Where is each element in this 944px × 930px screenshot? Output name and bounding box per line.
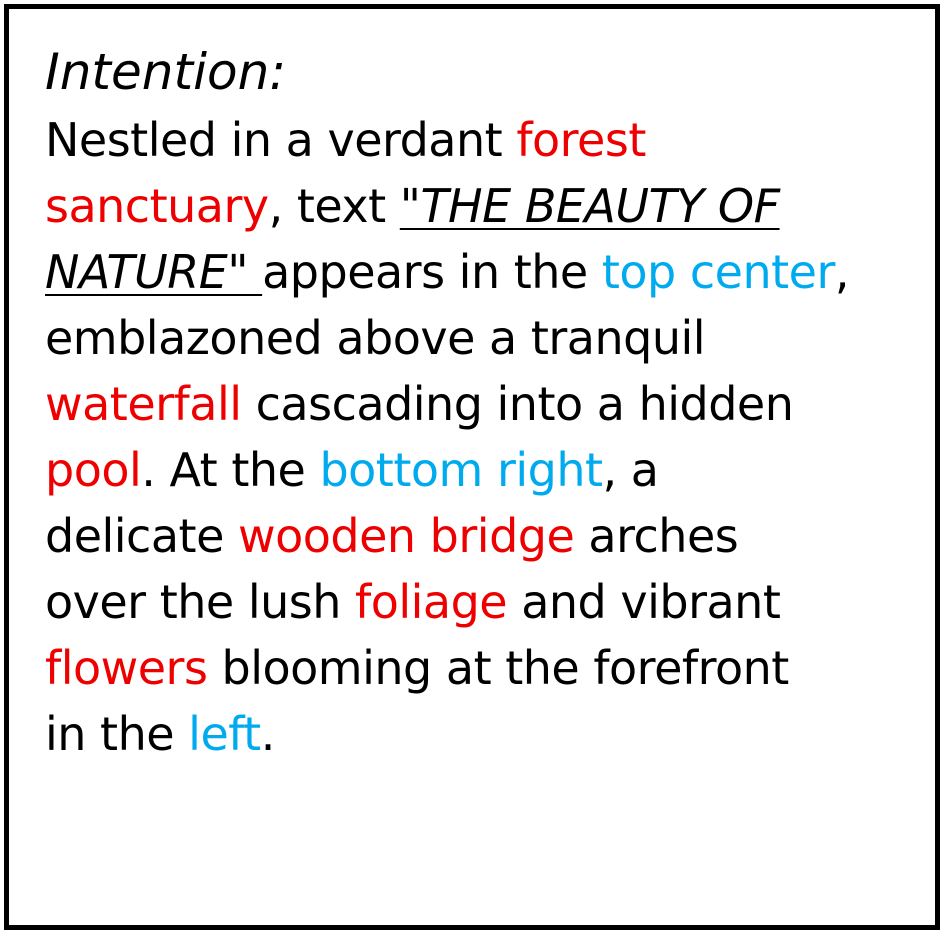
document-content: Intention: Nestled in a verdant forest s…: [45, 37, 915, 767]
text-segment: ,: [834, 245, 850, 299]
quoted-text: NATURE": [45, 245, 263, 299]
text-segment: . At the: [141, 443, 320, 497]
object-keyword: waterfall: [45, 377, 242, 431]
position-keyword: top center: [601, 245, 836, 299]
text-segment: arches: [574, 509, 739, 563]
text-line: emblazoned above a tranquil: [45, 305, 915, 371]
intention-heading: Intention:: [45, 43, 287, 101]
text-line: flowers blooming at the forefront: [45, 635, 915, 701]
text-line: waterfall cascading into a hidden: [45, 371, 915, 437]
text-segment: delicate: [45, 509, 238, 563]
intention-body: Nestled in a verdant forest sanctuary, t…: [45, 107, 915, 767]
text-line: delicate wooden bridge arches: [45, 503, 915, 569]
text-line: Nestled in a verdant forest: [45, 107, 915, 173]
text-segment: in the: [45, 707, 189, 761]
object-keyword: flowers: [45, 641, 208, 695]
text-line: NATURE" appears in the top center,: [45, 239, 915, 305]
object-keyword: pool: [45, 443, 142, 497]
text-segment: appears in the: [262, 245, 602, 299]
position-keyword: left: [188, 707, 261, 761]
text-segment: .: [260, 707, 276, 761]
text-segment: , text: [268, 179, 400, 233]
text-segment: blooming at the forefront: [207, 641, 790, 695]
text-line: in the left.: [45, 701, 915, 767]
quoted-text: "THE BEAUTY OF: [399, 179, 780, 233]
object-keyword: sanctuary: [45, 179, 269, 233]
text-segment: Nestled in a verdant: [45, 113, 517, 167]
position-keyword: bottom right: [319, 443, 603, 497]
text-segment: emblazoned above a tranquil: [45, 311, 706, 365]
object-keyword: wooden bridge: [238, 509, 575, 563]
text-line: over the lush foliage and vibrant: [45, 569, 915, 635]
text-line: sanctuary, text "THE BEAUTY OF: [45, 173, 915, 239]
text-segment: cascading into a hidden: [241, 377, 794, 431]
object-keyword: forest: [516, 113, 646, 167]
document-frame: Intention: Nestled in a verdant forest s…: [4, 4, 940, 930]
text-segment: and vibrant: [507, 575, 781, 629]
text-line: pool. At the bottom right, a: [45, 437, 915, 503]
text-segment: , a: [602, 443, 659, 497]
text-segment: over the lush: [45, 575, 355, 629]
object-keyword: foliage: [355, 575, 508, 629]
